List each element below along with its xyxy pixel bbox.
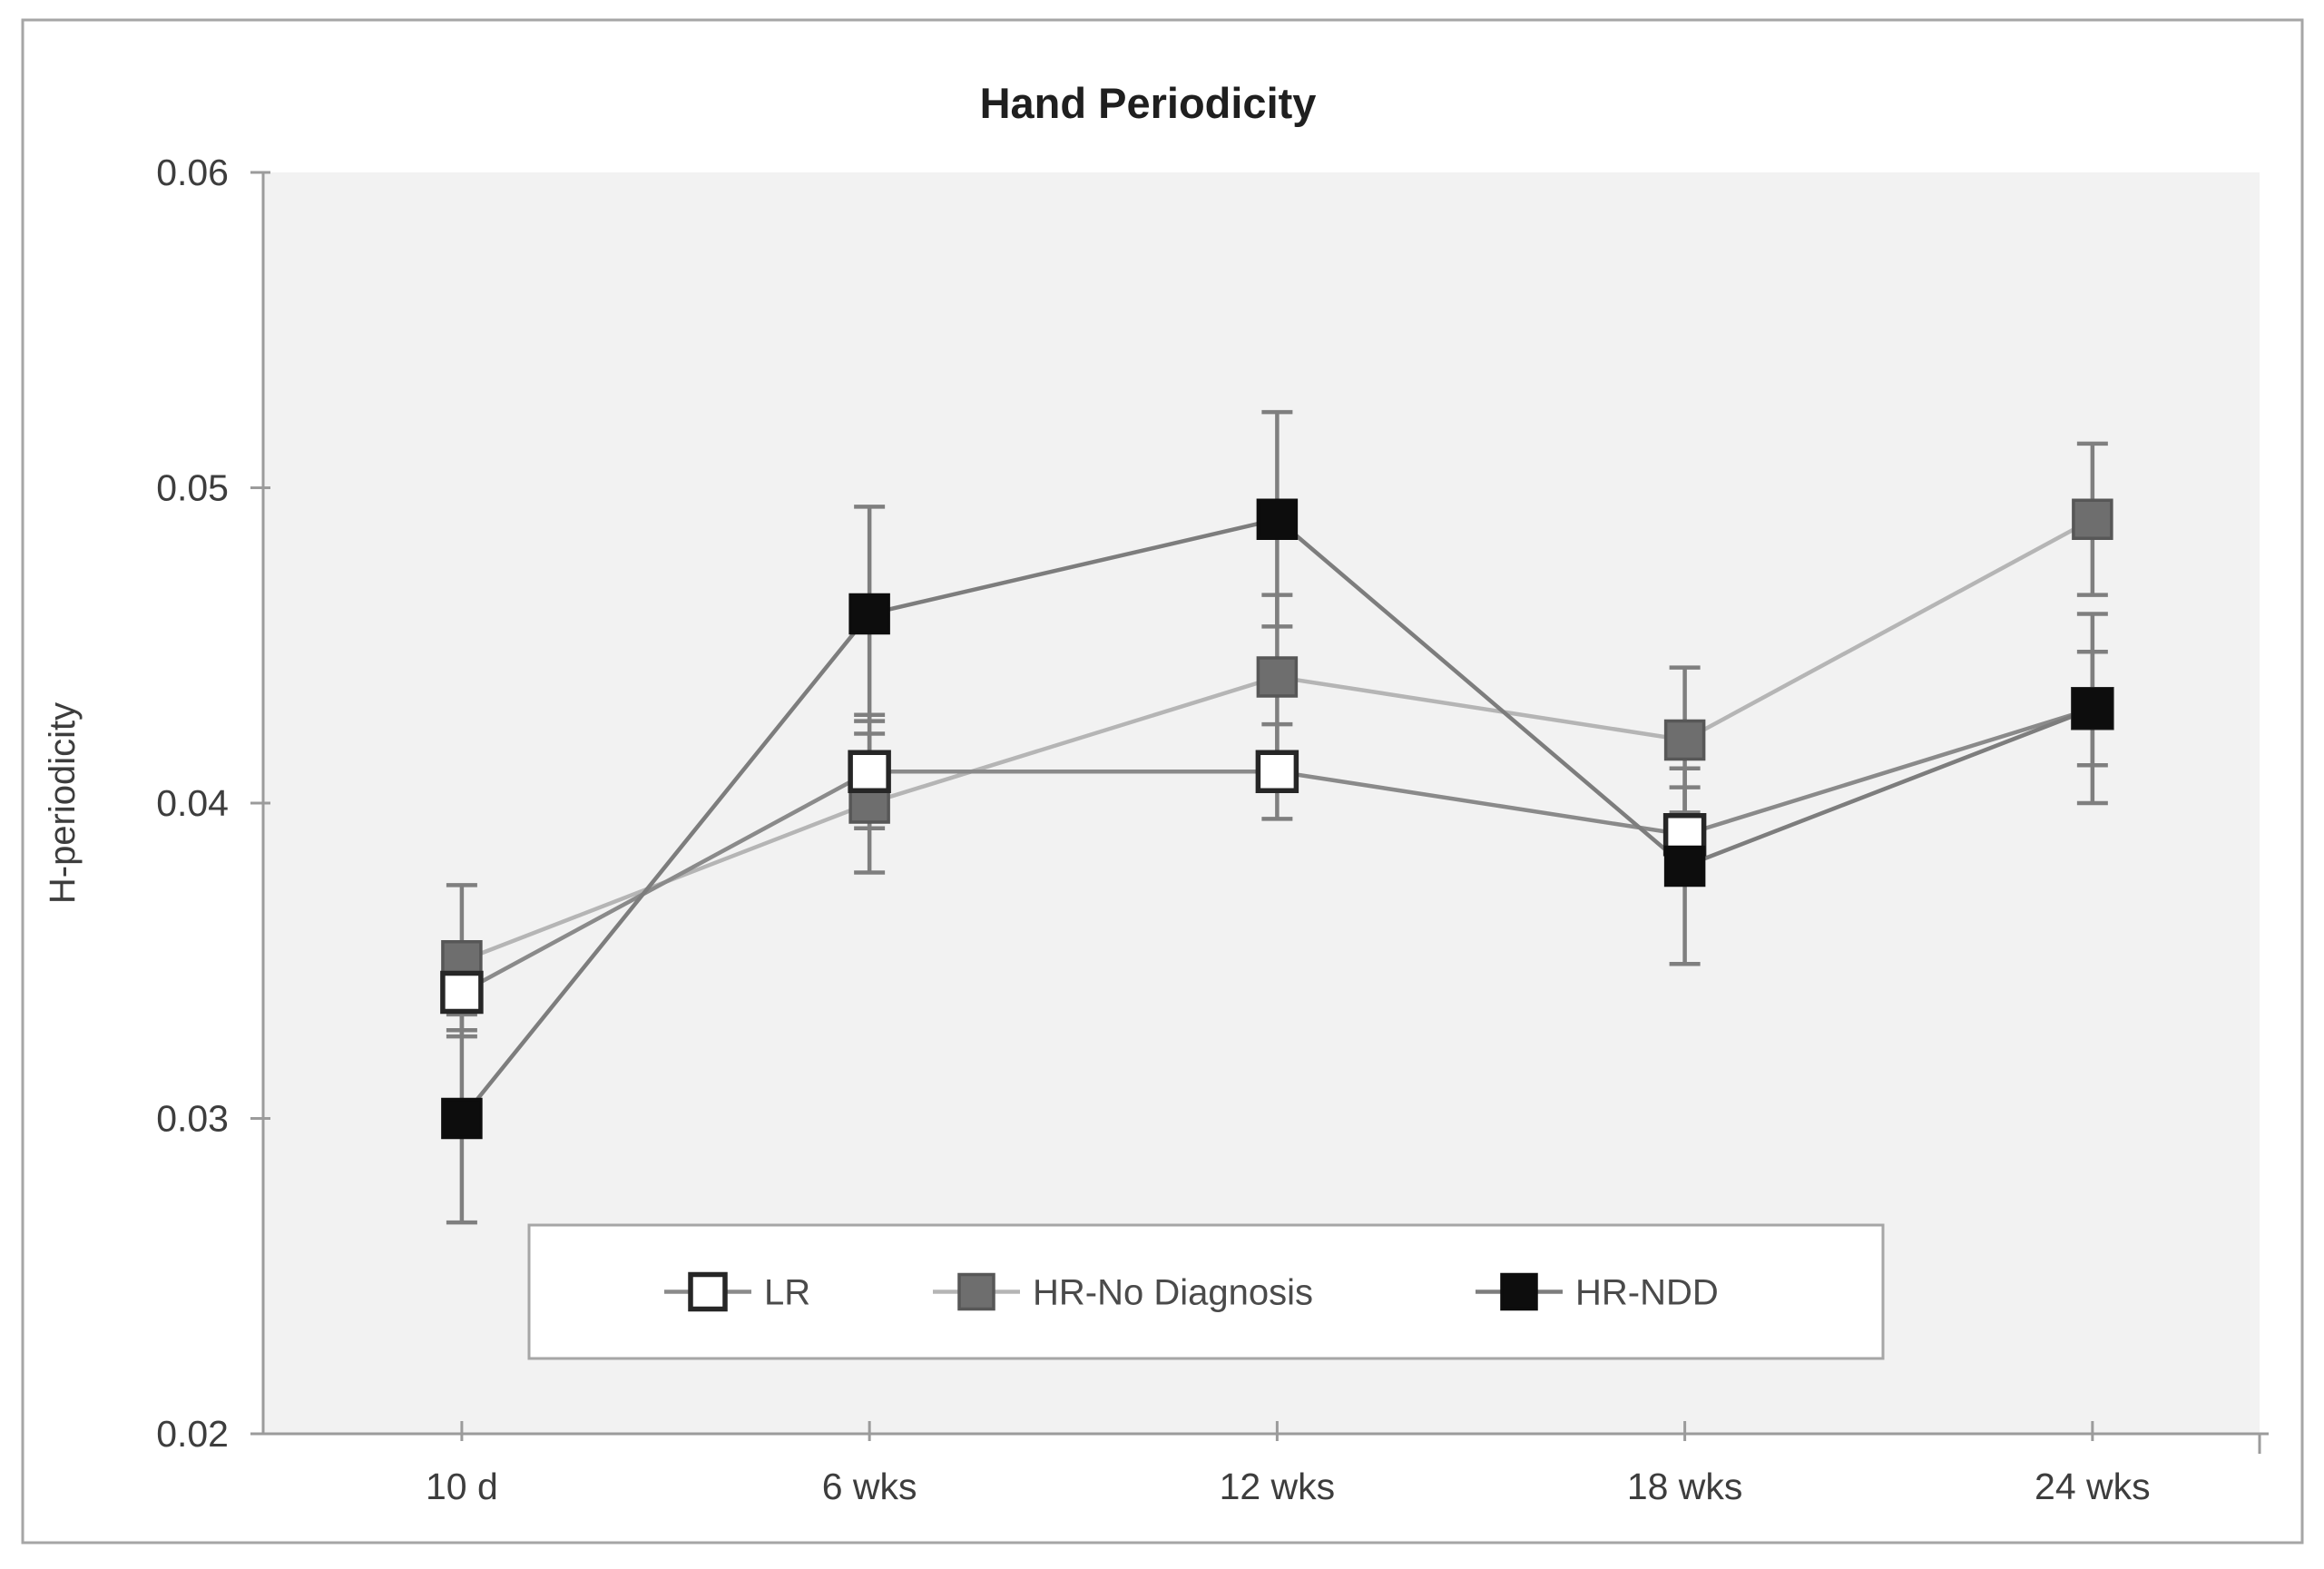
plot-area <box>263 172 2260 1434</box>
marker-hr-no-diagnosis-point-2 <box>1256 656 1299 698</box>
y-tick-label: 0.02 <box>156 1413 229 1455</box>
marker-lr-point-2 <box>1255 750 1299 793</box>
legend-marker-lr <box>688 1271 728 1312</box>
marker-hr-ndd-point-0 <box>441 1097 483 1140</box>
marker-lr-point-1 <box>848 750 891 793</box>
y-axis-title: H-periodicity <box>43 702 83 904</box>
x-tick-label: 24 wks <box>2035 1466 2151 1507</box>
chart-generated-content: 0.06 0.05 0.04 0.03 0.02 10 d 6 wks 12 wks 18 wk… <box>21 18 2304 1544</box>
marker-hr-ndd-point-4 <box>2072 688 2113 730</box>
marker-lr-point-0 <box>440 970 484 1015</box>
marker-hr-ndd-point-2 <box>1256 498 1299 540</box>
x-tick-label: 10 d <box>426 1466 498 1507</box>
legend-label-lr: LR <box>764 1273 810 1313</box>
y-tick-label: 0.05 <box>156 467 229 509</box>
legend-marker-hr-no-diagnosis <box>957 1272 995 1311</box>
marker-hr-ndd-point-1 <box>848 593 890 635</box>
legend-box <box>527 1223 1885 1360</box>
chart-title: Hand Periodicity <box>980 79 1317 127</box>
y-tick-label: 0.06 <box>156 152 229 193</box>
legend-label-hr-no-diagnosis: HR-No Diagnosis <box>1033 1273 1313 1313</box>
marker-hr-ndd-point-3 <box>1663 845 1706 887</box>
legend-label-hr-ndd: HR-NDD <box>1575 1273 1719 1313</box>
marker-hr-no-diagnosis-point-3 <box>1663 719 1706 761</box>
y-tick-label: 0.03 <box>156 1098 229 1140</box>
y-tick-label: 0.04 <box>156 782 229 824</box>
legend-marker-hr-ndd <box>1500 1272 1538 1311</box>
marker-hr-no-diagnosis-point-4 <box>2072 498 2113 540</box>
x-tick-label: 12 wks <box>1220 1466 1336 1507</box>
x-tick-label: 18 wks <box>1627 1466 1743 1507</box>
x-tick-label: 6 wks <box>822 1466 917 1507</box>
